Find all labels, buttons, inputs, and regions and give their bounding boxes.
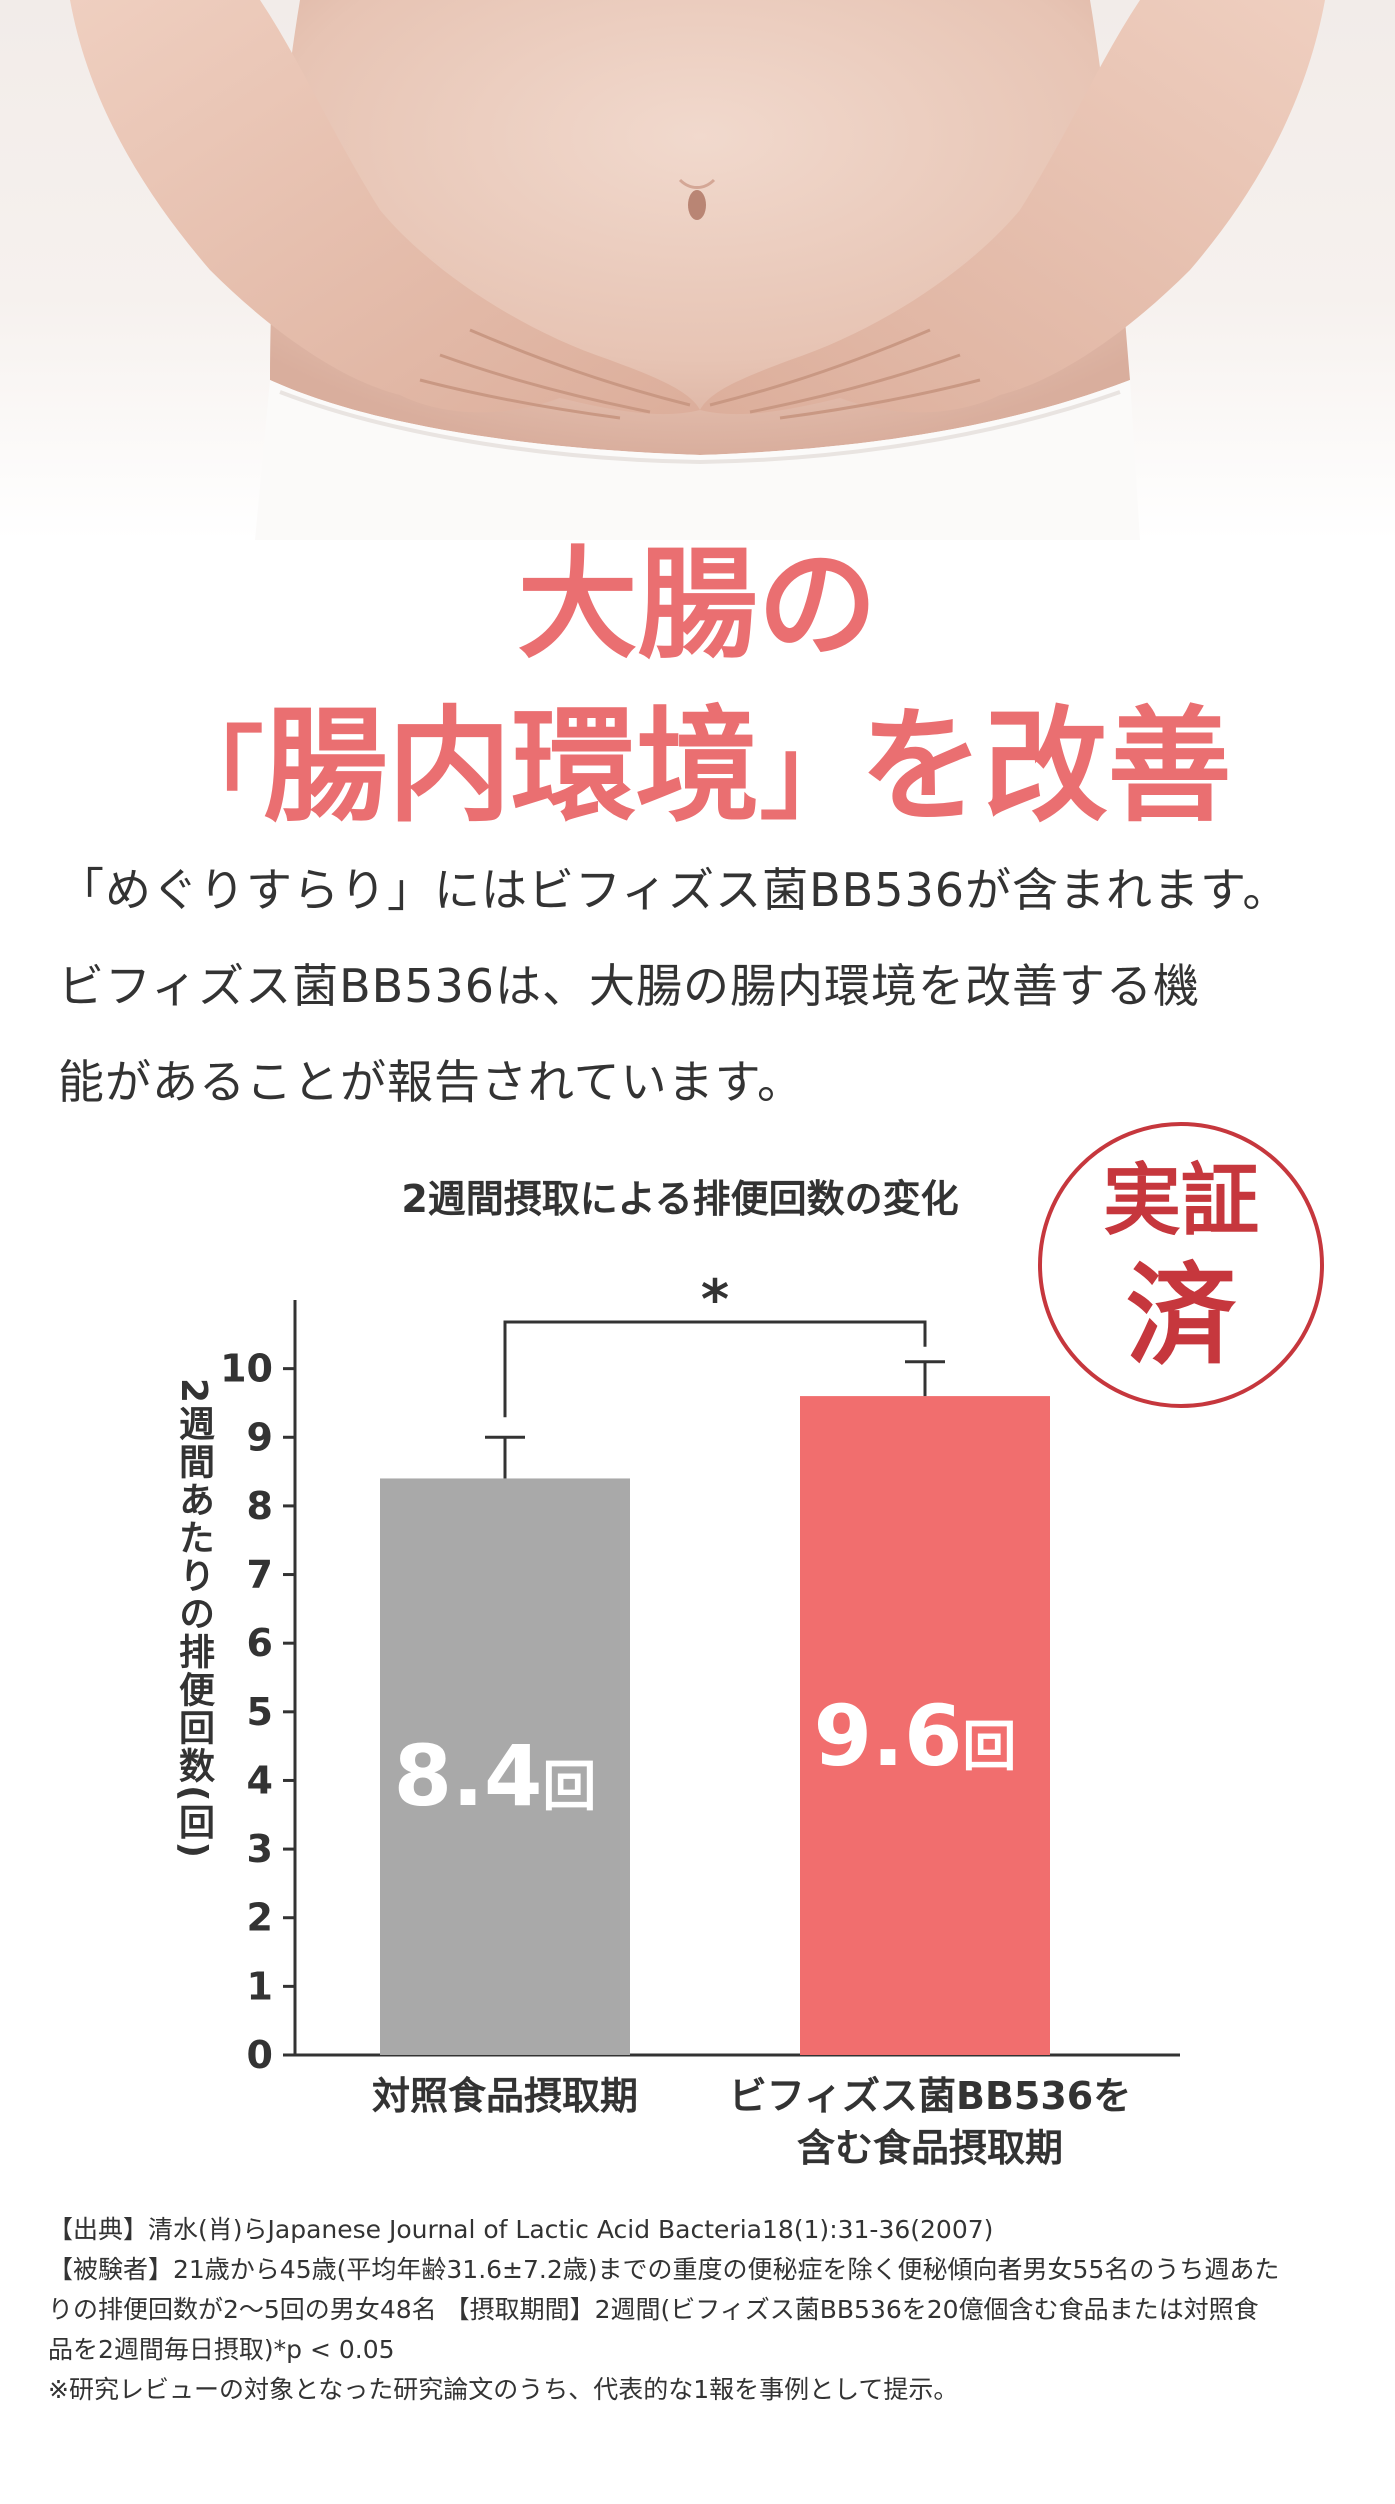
bar-value-number-2: 9.6 (814, 1687, 963, 1785)
footnotes: 【出典】清水(肖)らJapanese Journal of Lactic Aci… (48, 2210, 1358, 2410)
bar-value-label-1: 8.4回 (394, 1727, 597, 1825)
x-category-1-line-1: 対照食品摂取期 (371, 2074, 638, 2118)
y-tick-label-1: 1 (247, 1964, 273, 2008)
bar-value-unit-1: 回 (542, 1755, 596, 1818)
headline-line-1: 大腸の (0, 535, 1395, 675)
significance-bracket (503, 1320, 927, 1418)
bar-2 (800, 1396, 1050, 2055)
y-tick-label-9: 9 (247, 1415, 273, 1459)
footnote-source: 【出典】清水(肖)らJapanese Journal of Lactic Aci… (48, 2215, 994, 2244)
footnote-subjects-3: 品を2週間毎日摂取)*p < 0.05 (48, 2335, 395, 2364)
footnote-subjects-2: りの排便回数が2〜5回の男女48名 【摂取期間】2週間(ビフィズス菌BB536を… (48, 2295, 1259, 2324)
headline-open-bracket: 「 (163, 715, 264, 833)
y-tick-label-10: 10 (220, 1347, 273, 1391)
lead-line-3: 能があることが報告されています。 (58, 1055, 805, 1109)
bar-value-unit-2: 回 (962, 1715, 1016, 1778)
x-category-2-line-2: 含む食品摂取期 (796, 2126, 1063, 2170)
bar-1 (380, 1478, 630, 2055)
chart-title: 2週間摂取による排便回数の変化 (401, 1177, 959, 1221)
y-tick-label-5: 5 (247, 1690, 273, 1734)
significance-marker: * (701, 1268, 729, 1331)
headline-line-2: 「腸内環境」を改善 (0, 695, 1395, 846)
footnote-disclaimer: ※研究レビューの対象となった研究論文のうち、代表的な1報を事例として提示。 (48, 2375, 959, 2404)
headline-close-bracket: 」 (759, 715, 860, 833)
y-tick-label-7: 7 (247, 1553, 273, 1597)
lead-line-1: 「めぐりすらり」にはビフィズス菌BB536が含まれます。 (58, 863, 1290, 917)
hero-image (0, 0, 1395, 540)
bar-value-number-1: 8.4 (394, 1727, 543, 1825)
y-tick-label-8: 8 (247, 1484, 273, 1528)
headline-main-text: 腸内環境 (263, 694, 760, 839)
footnote-subjects-1: 【被験者】21歳から45歳(平均年齢31.6±7.2歳)までの重度の便秘症を除く… (48, 2255, 1280, 2284)
verified-stamp: 実証 済 (1038, 1122, 1324, 1408)
y-tick-label-0: 0 (247, 2033, 273, 2077)
bar-value-label-2: 9.6回 (814, 1687, 1017, 1785)
headline-tail-text: を改善 (859, 694, 1232, 839)
y-tick-label-2: 2 (247, 1896, 273, 1940)
y-axis-label: 2週間あたりの排便回数(回) (173, 1378, 214, 1860)
x-category-2-line-1: ビフィズス菌BB536を (728, 2074, 1132, 2118)
lead-line-2: ビフィズス菌BB536は、大腸の腸内環境を改善する機 (58, 959, 1200, 1013)
x-category-label-2: ビフィズス菌BB536を 含む食品摂取期 (700, 2070, 1160, 2174)
x-category-label-1: 対照食品摂取期 (320, 2070, 690, 2122)
stamp-text-1: 実証 (1102, 1155, 1259, 1246)
y-tick-label-6: 6 (247, 1621, 273, 1665)
stamp-text-2: 済 (1126, 1251, 1236, 1380)
y-tick-label-4: 4 (247, 1758, 273, 1802)
y-tick-label-3: 3 (247, 1827, 273, 1871)
headline-text-1: 大腸の (517, 534, 878, 675)
abdomen-hands-illustration (70, 0, 1325, 540)
